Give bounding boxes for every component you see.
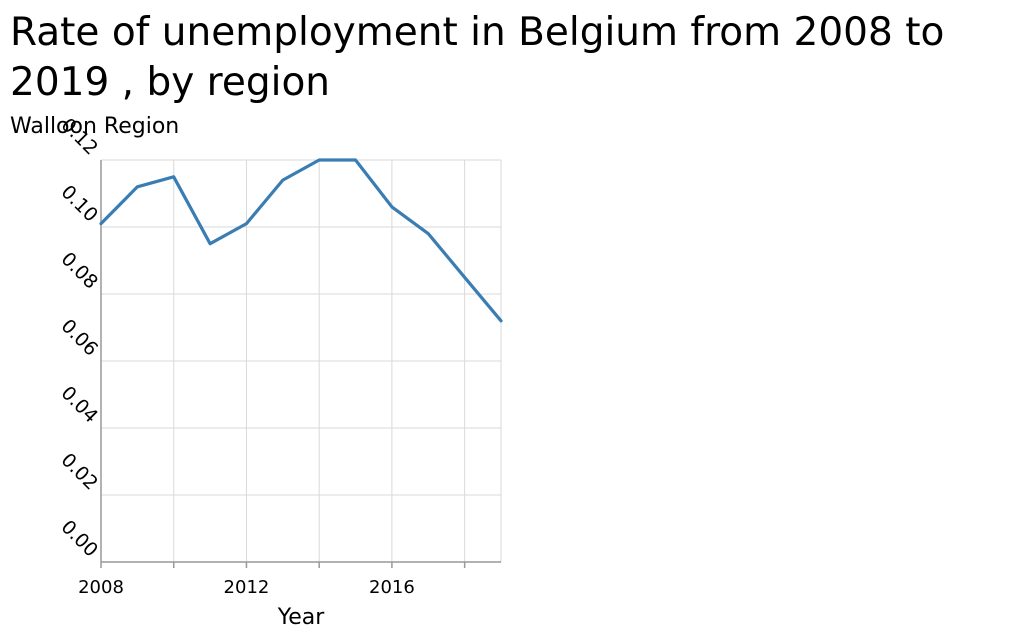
- x-tick-label: 2008: [78, 577, 124, 598]
- y-tick-labels: 0.000.020.040.060.080.100.12: [57, 114, 102, 561]
- chart-title: Rate of unemployment in Belgium from 200…: [10, 10, 945, 105]
- y-tick-label: 0.10: [57, 181, 102, 226]
- x-axis-label: Year: [277, 605, 326, 630]
- y-tick-label: 0.08: [57, 248, 102, 293]
- grid-lines: [101, 159, 502, 562]
- series-group: [99, 158, 503, 323]
- y-tick-label: 0.00: [57, 516, 102, 561]
- series-line: [99, 158, 503, 323]
- x-tick-labels: 2008 2012 2016: [78, 577, 415, 598]
- axes: [100, 160, 501, 568]
- x-tick-label: 2016: [369, 577, 415, 598]
- y-tick-label: 0.04: [57, 382, 102, 427]
- y-tick-label: 0.06: [57, 315, 102, 360]
- y-axis-label: Walloon Region: [10, 114, 179, 139]
- x-tick-label: 2012: [224, 577, 270, 598]
- y-tick-label: 0.02: [57, 449, 102, 494]
